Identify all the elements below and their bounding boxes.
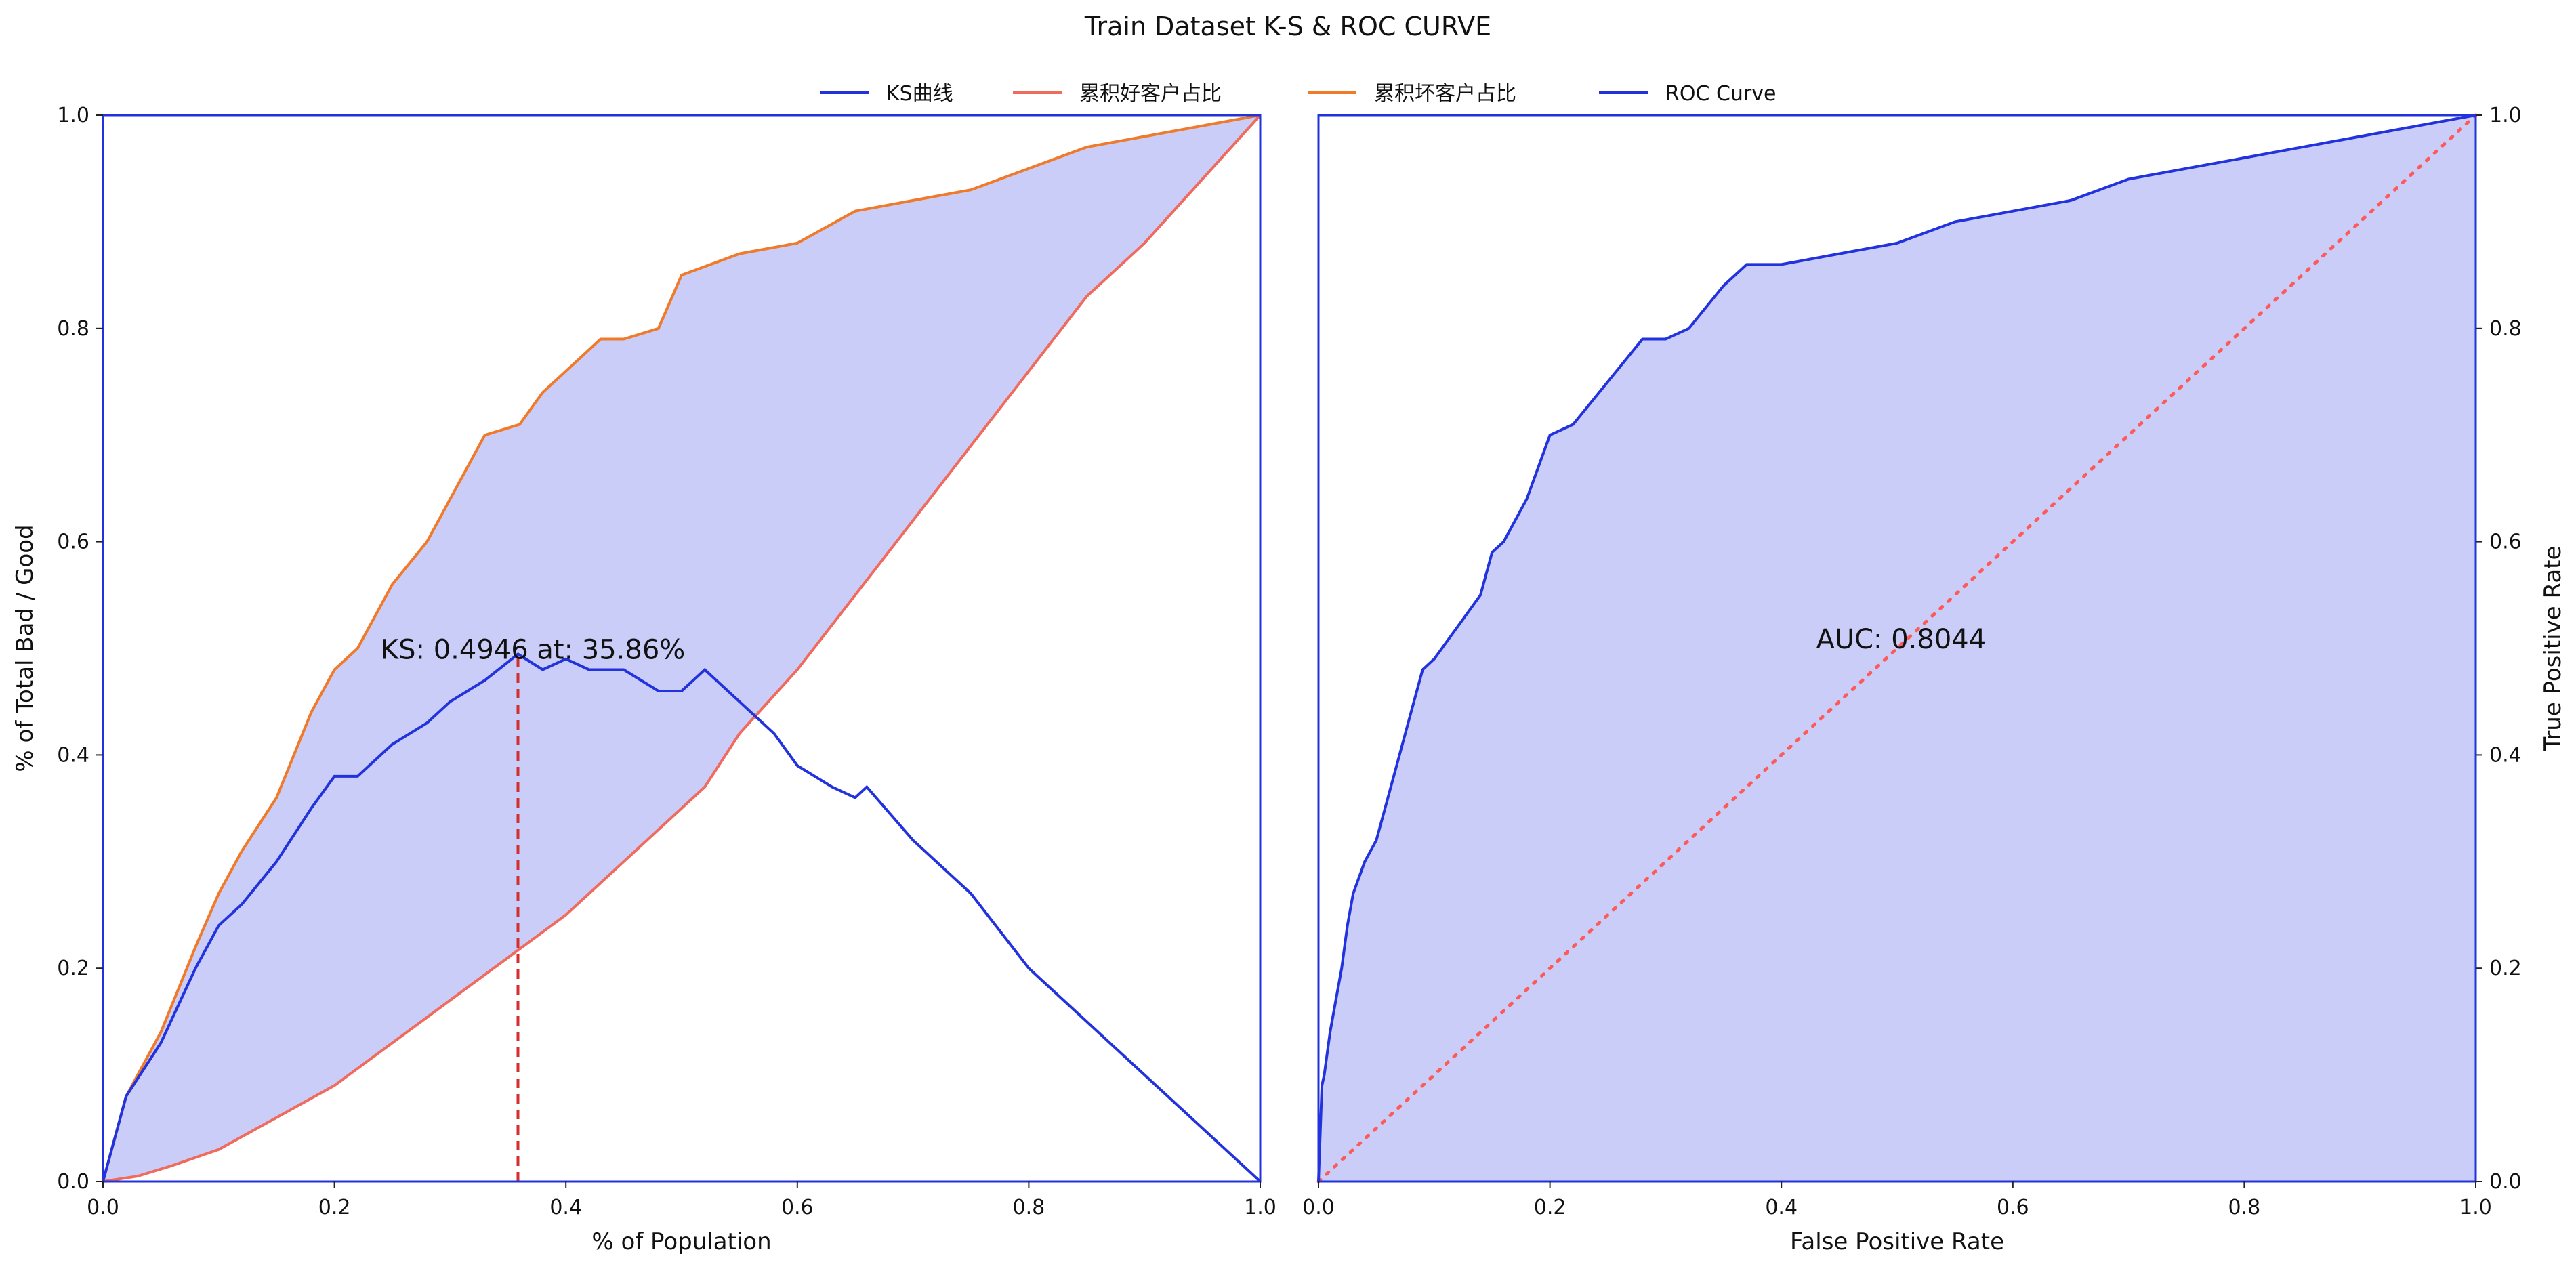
ks-chart-panel: KS: 0.4946 at: 35.86% 0.0 0.2 0.4 0.6 0.8 1.0 0…	[12, 104, 1276, 1255]
ks-plot-frame	[102, 114, 1262, 1183]
bad-cumulative-line	[102, 114, 1261, 1182]
legend-label: KS曲线	[886, 82, 953, 106]
figure-title: Train Dataset K-S & ROC CURVE	[1084, 12, 1491, 41]
auc-annotation: AUC: 0.8044	[1816, 624, 1986, 655]
x-tick-label: 0.6	[781, 1196, 814, 1219]
y-tick-label: 0.6	[57, 530, 89, 554]
roc-plot-frame	[1317, 114, 2477, 1183]
x-tick-label: 1.0	[2459, 1196, 2492, 1219]
x-axis-label: % of Population	[591, 1228, 771, 1255]
ks-fill-band	[103, 115, 1260, 1181]
legend-label: 累积坏客户占比	[1374, 82, 1516, 106]
ks-annotation: KS: 0.4946 at: 35.86%	[381, 635, 685, 666]
y-tick-label: 0.8	[2489, 317, 2522, 341]
y-axis-label: % of Total Bad / Good	[12, 524, 39, 772]
y-tick-label: 0.4	[2489, 743, 2522, 767]
y-tick-label: 0.0	[57, 1170, 89, 1194]
y-tick-label: 0.6	[2489, 530, 2522, 554]
x-tick-label: 0.4	[549, 1196, 582, 1219]
x-axis-label: False Positive Rate	[1790, 1228, 2004, 1255]
y-tick-label: 0.0	[2489, 1170, 2522, 1194]
legend: KS曲线 累积好客户占比 累积坏客户占比 ROC Curve	[820, 82, 1776, 106]
x-tick-label: 0.6	[1997, 1196, 2029, 1219]
y-tick-label: 1.0	[57, 104, 89, 127]
x-tick-label: 0.0	[87, 1196, 119, 1219]
roc-curve-line	[1317, 114, 2476, 1182]
x-tick-label: 0.4	[1765, 1196, 1798, 1219]
y-tick-label: 0.4	[57, 743, 89, 767]
x-tick-label: 1.0	[1244, 1196, 1276, 1219]
y-tick-label: 1.0	[2489, 104, 2522, 127]
legend-label: ROC Curve	[1665, 82, 1776, 106]
x-tick-label: 0.8	[1013, 1196, 1045, 1219]
ks-line	[102, 652, 1262, 1183]
random-diagonal-line	[1316, 113, 2478, 1184]
legend-label: 累积好客户占比	[1079, 82, 1222, 106]
x-tick-label: 0.2	[1534, 1196, 1566, 1219]
x-tick-label: 0.0	[1302, 1196, 1335, 1219]
y-tick-label: 0.2	[2489, 957, 2522, 980]
x-tick-label: 0.8	[2228, 1196, 2261, 1219]
y-tick-label: 0.2	[57, 957, 89, 980]
y-axis-label: True Positive Rate	[2539, 546, 2567, 752]
y-tick-label: 0.8	[57, 317, 89, 341]
good-cumulative-line	[102, 114, 1262, 1183]
x-tick-label: 0.2	[318, 1196, 351, 1219]
